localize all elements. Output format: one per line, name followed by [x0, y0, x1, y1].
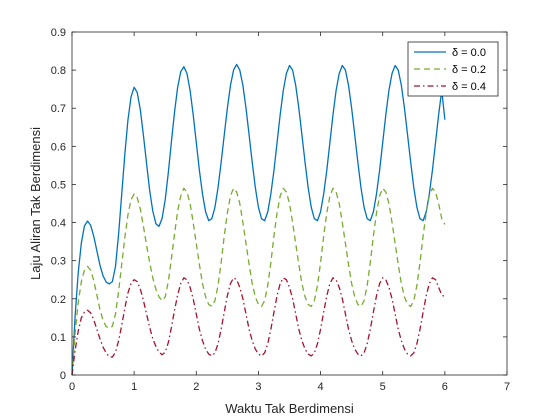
x-tick-label: 2 [193, 381, 199, 393]
y-axis-label: Laju Aliran Tak Berdimensi [28, 127, 43, 280]
y-tick-label: 0.2 [51, 294, 66, 306]
y-tick-label: 0.9 [51, 27, 66, 39]
y-tick-label: 0.4 [51, 218, 66, 230]
x-tick-label: 3 [255, 381, 261, 393]
legend-label: δ = 0.2 [452, 64, 486, 76]
y-tick-label: 0.6 [51, 141, 66, 153]
plot-area [71, 63, 446, 376]
y-tick-label: 0.3 [51, 256, 66, 268]
series-line-1 [71, 187, 446, 376]
x-tick-label: 5 [380, 381, 386, 393]
x-tick-label: 1 [131, 381, 137, 393]
y-tick-label: 0.1 [51, 332, 66, 344]
series-line-0 [71, 63, 446, 376]
y-tick-label: 0.5 [51, 179, 66, 191]
legend-box [407, 41, 499, 97]
x-axis-label: Waktu Tak Berdimensi [225, 401, 354, 416]
x-tick-label: 0 [69, 381, 75, 393]
y-tick-label: 0.7 [51, 103, 66, 115]
axes: 0 1 2 3 4 5 6 7 0 0.1 0.2 0.3 0.4 0.5 0.6 0.7 0.8 0.9 [51, 27, 510, 393]
y-tick-label: 0 [60, 370, 66, 382]
y-tick-label: 0.8 [51, 65, 66, 77]
legend: δ = 0.0 δ = 0.2 δ = 0.4 [407, 41, 499, 97]
axes-box [71, 31, 508, 376]
x-tick-label: 7 [504, 381, 510, 393]
x-tick-label: 6 [442, 381, 448, 393]
x-tick-label: 4 [318, 381, 324, 393]
series-line-2 [71, 277, 446, 376]
legend-label: δ = 0.4 [452, 81, 486, 93]
legend-label: δ = 0.0 [452, 47, 486, 59]
